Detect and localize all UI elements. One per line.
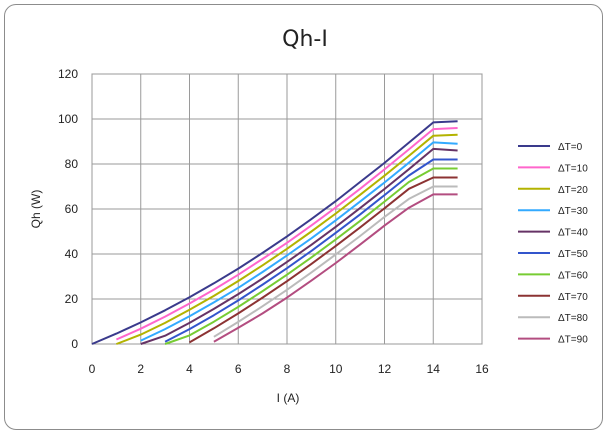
series-line xyxy=(116,133,458,345)
series-line xyxy=(140,147,458,345)
chart-title: Qh-I xyxy=(282,27,328,52)
legend-label: ΔT=40 xyxy=(558,228,588,239)
x-tick-label: 4 xyxy=(186,362,193,376)
series-line xyxy=(91,120,458,345)
x-tick-label: 12 xyxy=(378,362,392,376)
series-line xyxy=(164,158,458,343)
grid xyxy=(91,73,483,345)
legend-label: ΔT=60 xyxy=(558,270,588,281)
x-tick-label: 10 xyxy=(329,362,343,376)
legend-label: ΔT=30 xyxy=(558,206,588,217)
x-tick-label: 2 xyxy=(137,362,144,376)
y-tick-label: 80 xyxy=(65,157,79,171)
y-tick-label: 20 xyxy=(65,292,79,306)
legend-label: ΔT=80 xyxy=(558,313,588,324)
legend-label: ΔT=10 xyxy=(558,163,588,174)
series-line xyxy=(140,141,458,342)
series-line xyxy=(213,185,458,338)
x-tick-label: 6 xyxy=(235,362,242,376)
legend: ΔT=0 ΔT=10 ΔT=20 ΔT=30 ΔT=40 ΔT=50 ΔT=60 ΔT=70 Δ… xyxy=(518,142,588,346)
series-line xyxy=(115,127,458,341)
x-tick-label: 16 xyxy=(475,362,489,376)
x-axis-label: I (A) xyxy=(277,391,300,405)
x-tick-label: 14 xyxy=(427,362,441,376)
y-axis-label: Qh (W) xyxy=(29,190,43,229)
x-tick-label: 8 xyxy=(284,362,291,376)
legend-label: ΔT=70 xyxy=(558,292,588,303)
tick-labels: 0 2 4 6 8 10 12 14 16 0 20 40 60 80 100 120 xyxy=(58,67,489,376)
legend-label: ΔT=20 xyxy=(558,185,588,196)
y-tick-label: 100 xyxy=(58,112,78,126)
legend-label: ΔT=50 xyxy=(558,249,588,260)
series-line xyxy=(213,193,458,343)
legend-label: ΔT=0 xyxy=(558,142,583,153)
y-tick-label: 60 xyxy=(65,202,79,216)
y-tick-label: 40 xyxy=(65,247,79,261)
series-line xyxy=(188,176,458,344)
legend-label: ΔT=90 xyxy=(558,335,588,346)
x-tick-label: 0 xyxy=(89,362,96,376)
series-line xyxy=(164,167,458,345)
y-tick-label: 120 xyxy=(58,67,78,81)
series-layer xyxy=(91,120,458,345)
y-tick-label: 0 xyxy=(71,337,78,351)
